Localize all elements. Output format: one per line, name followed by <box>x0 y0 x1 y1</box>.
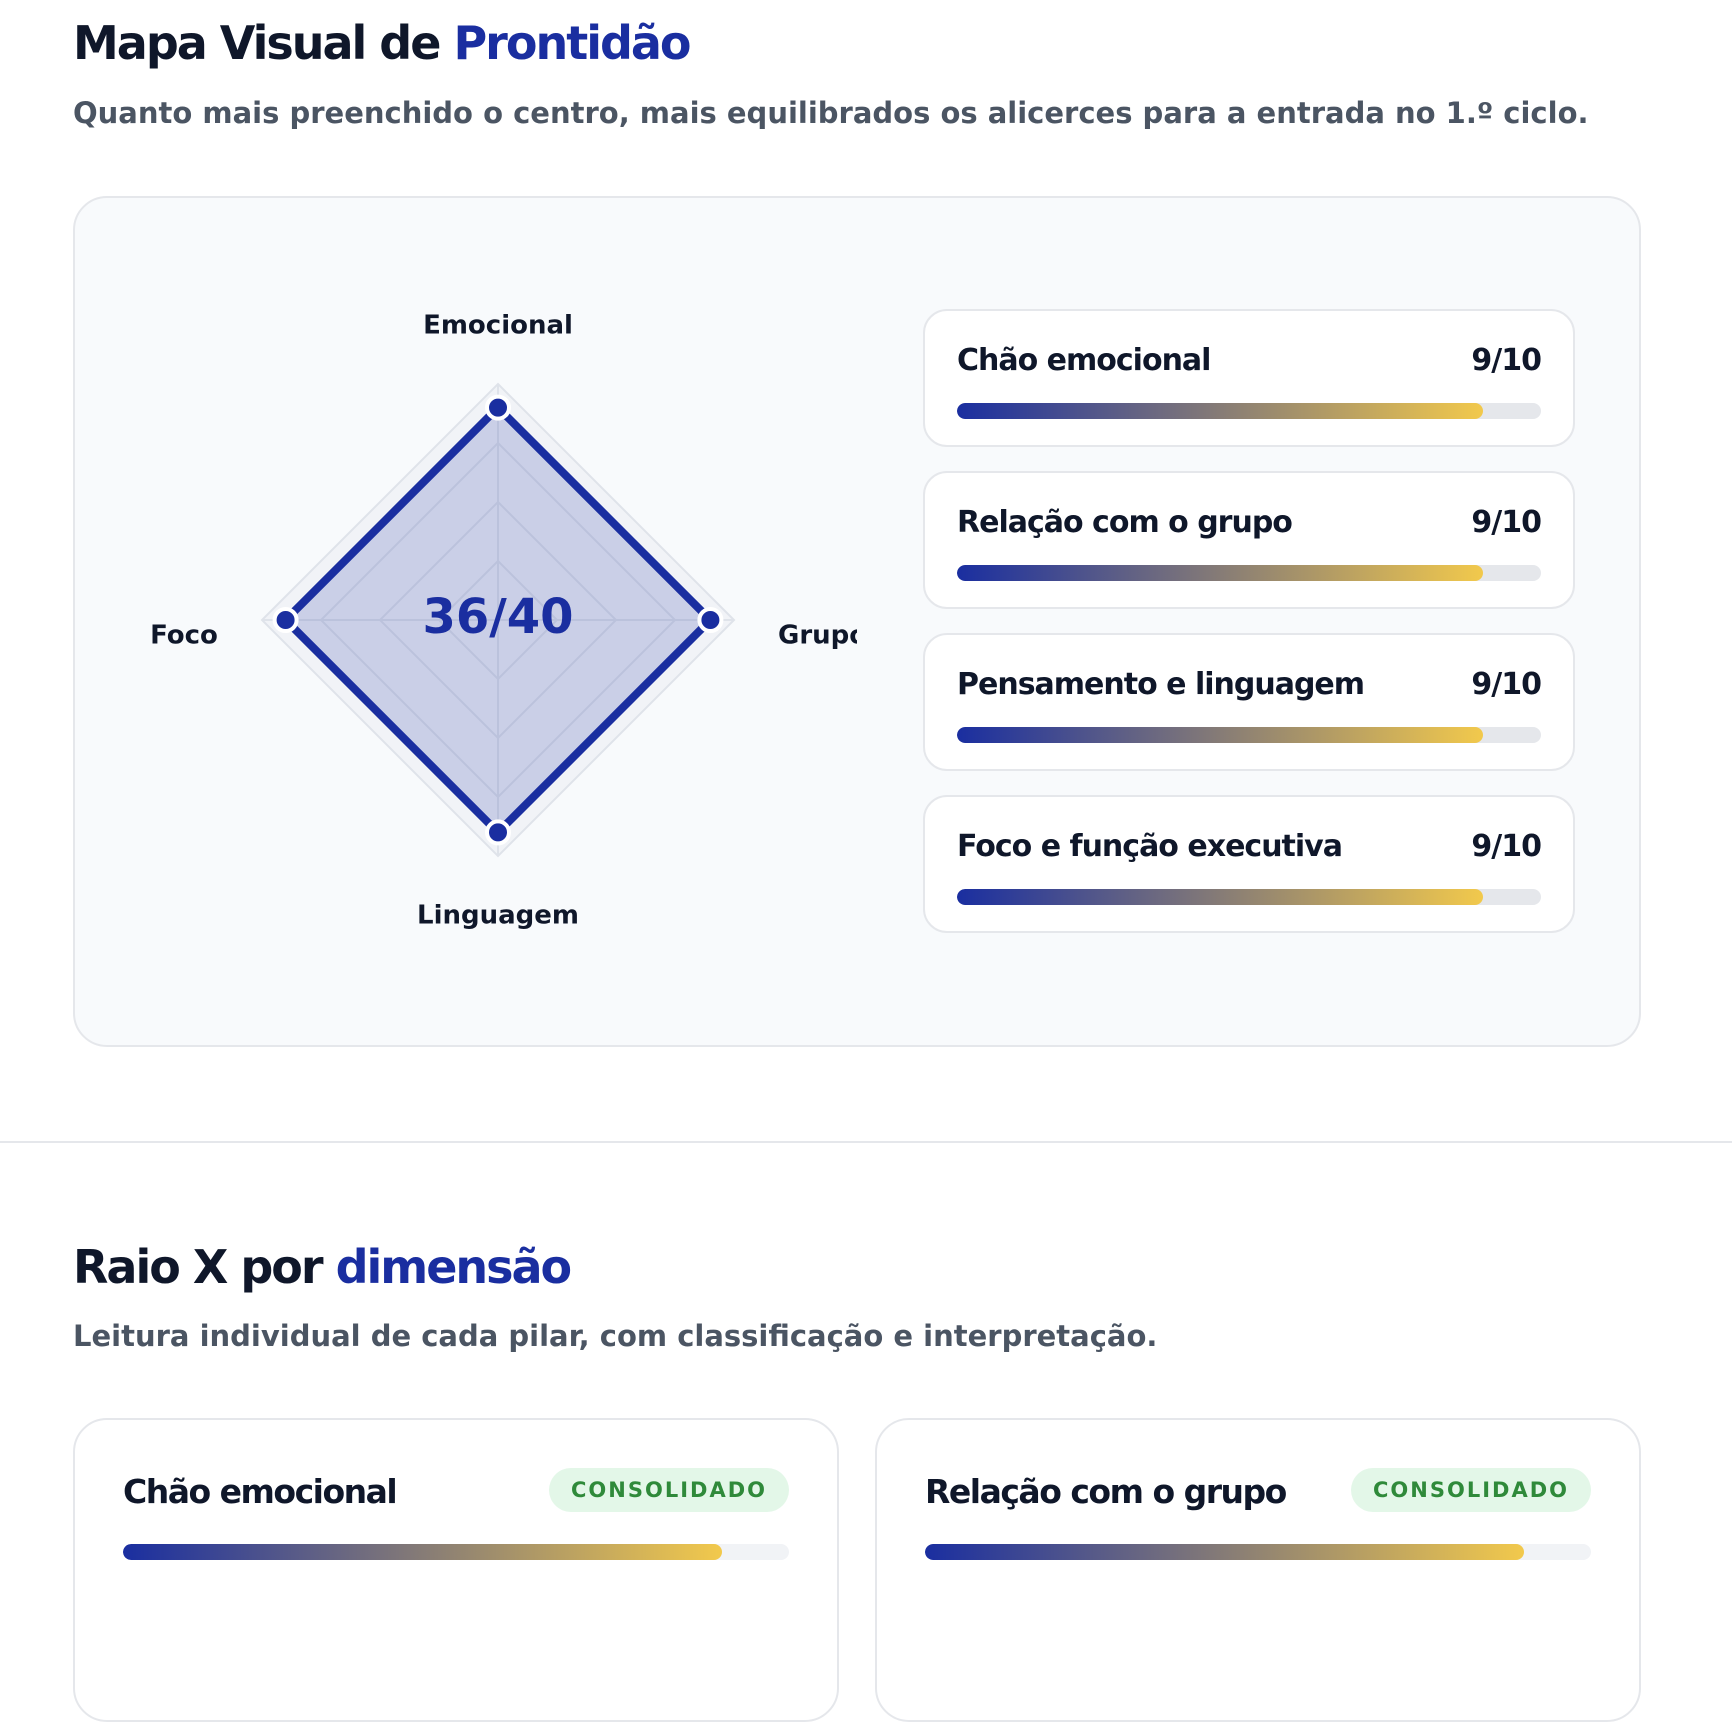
radar-point <box>272 607 299 633</box>
section-title: Raio X por dimensão <box>73 1240 573 1294</box>
score-label: Foco e função executiva <box>957 829 1343 864</box>
score-bar <box>957 403 1483 419</box>
score-card: Foco e função executiva 9/10 <box>923 795 1575 933</box>
radar-chart: Emocional Grupo Linguagem Foco 36/40 <box>150 311 857 931</box>
score-track <box>957 403 1541 419</box>
radar-point <box>697 607 724 633</box>
dimension-card: Relação com o grupo CONSOLIDADO <box>875 1418 1641 1722</box>
subtitle: Leitura individual de cada pilar, com cl… <box>73 1319 1158 1353</box>
dimension-title: Chão emocional <box>123 1472 398 1511</box>
dimension-card: Chão emocional CONSOLIDADO <box>73 1418 839 1722</box>
axis-label: Grupo <box>778 621 857 651</box>
dimension-bar <box>925 1544 1525 1560</box>
axis-label: Emocional <box>423 311 573 341</box>
score-value: 9/10 <box>1471 505 1542 540</box>
score-track <box>957 565 1541 581</box>
title-highlight: dimensão <box>335 1240 573 1294</box>
score-label: Relação com o grupo <box>957 505 1293 540</box>
score-label: Chão emocional <box>957 343 1211 378</box>
score-value: 9/10 <box>1471 343 1542 378</box>
score-value: 9/10 <box>1471 829 1542 864</box>
radar-point <box>485 394 511 421</box>
score-bar <box>957 565 1483 581</box>
status-badge: CONSOLIDADO <box>1351 1468 1591 1512</box>
subtitle: Quanto mais preenchido o centro, mais eq… <box>73 96 1589 130</box>
center-score: 36/40 <box>422 589 573 645</box>
score-card: Pensamento e linguagem 9/10 <box>923 633 1575 771</box>
score-bar <box>957 889 1483 905</box>
dimension-track <box>123 1544 789 1560</box>
score-value: 9/10 <box>1471 667 1542 702</box>
score-label: Pensamento e linguagem <box>957 667 1365 702</box>
score-bar <box>957 727 1483 743</box>
page: Mapa Visual de Prontidão Quanto mais pre… <box>0 16 1732 1722</box>
score-track <box>957 889 1541 905</box>
axis-label: Foco <box>150 621 218 651</box>
score-card: Relação com o grupo 9/10 <box>923 471 1575 609</box>
score-card: Chão emocional 9/10 <box>923 309 1575 447</box>
dimension-bar <box>123 1544 723 1560</box>
section-title: Mapa Visual de Prontidão <box>73 16 692 70</box>
dimension-title: Relação com o grupo <box>925 1472 1287 1511</box>
title: Mapa Visual de <box>73 16 441 70</box>
dimension-track <box>925 1544 1591 1560</box>
axis-label: Linguagem <box>417 901 579 931</box>
title: Raio X por <box>73 1240 324 1294</box>
radar-point <box>485 819 511 846</box>
score-track <box>957 727 1541 743</box>
divider <box>0 1141 1732 1143</box>
status-badge: CONSOLIDADO <box>549 1468 789 1512</box>
title-highlight: Prontidão <box>453 16 691 70</box>
